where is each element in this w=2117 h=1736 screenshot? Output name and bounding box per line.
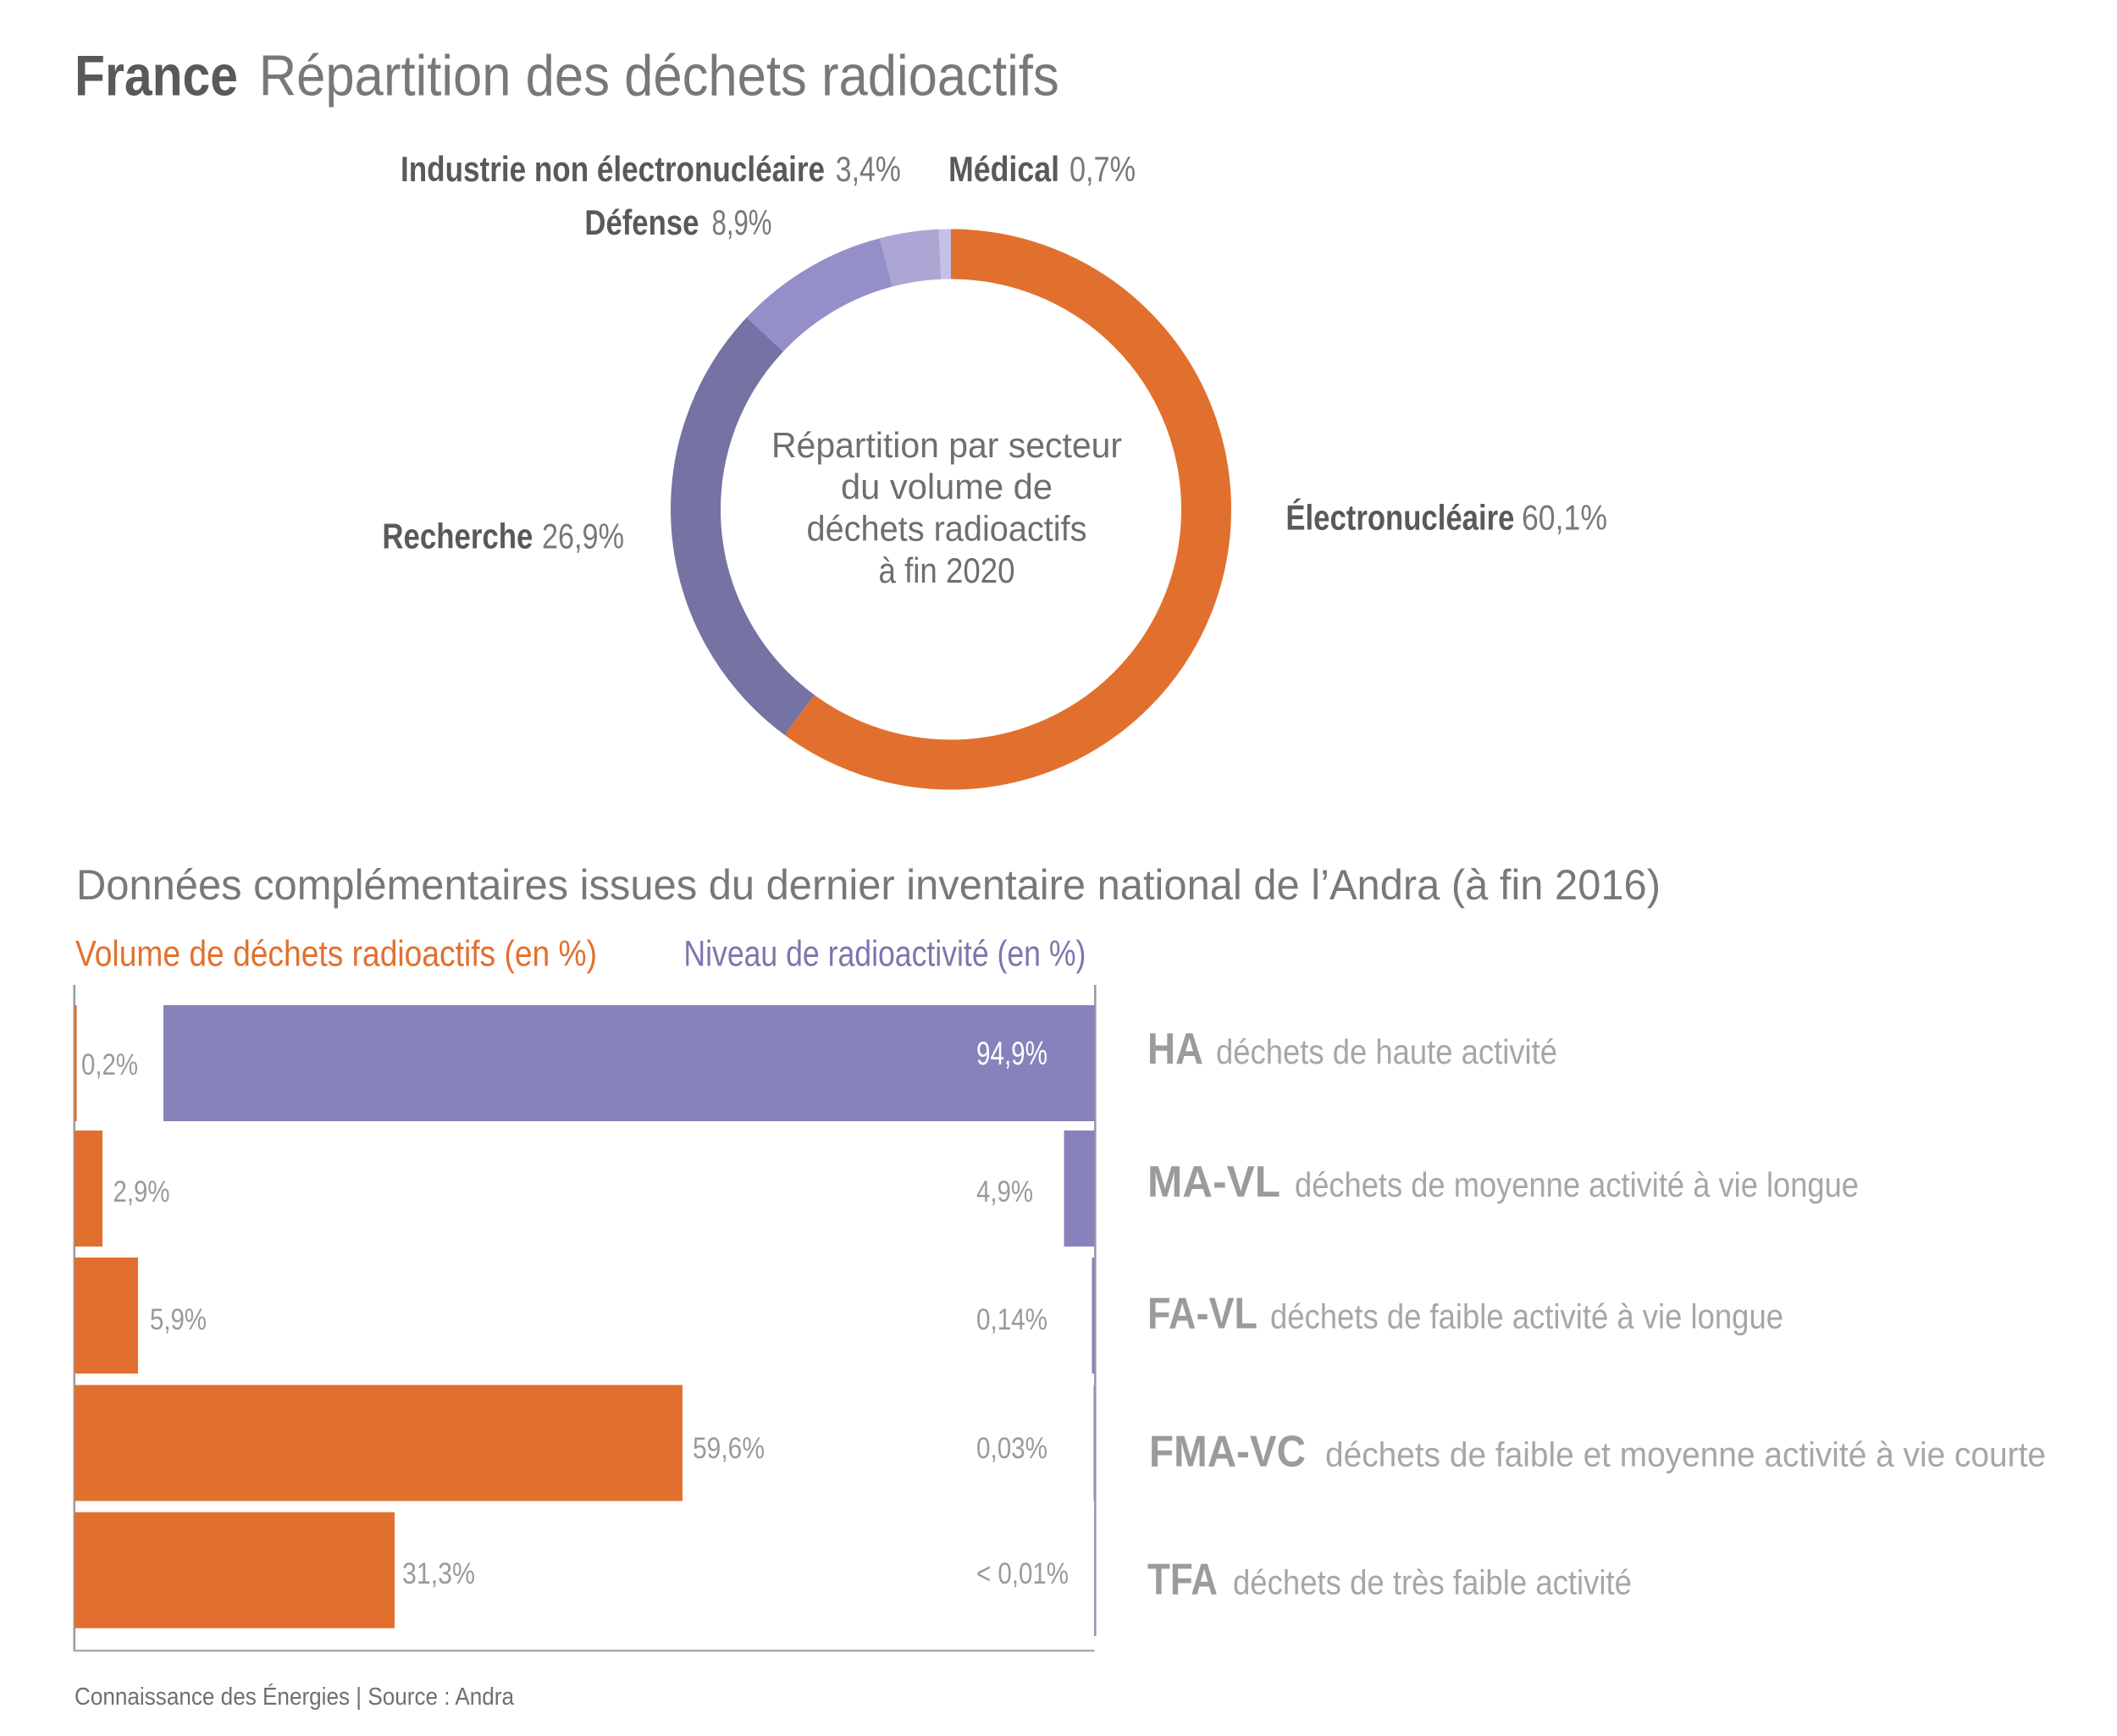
- svg-text:Niveau de radioactivité (en %): Niveau de radioactivité (en %): [683, 934, 1086, 975]
- svg-text:0,7%: 0,7%: [1070, 149, 1136, 189]
- svg-text:Connaissance des Énergies | So: Connaissance des Énergies | Source : And…: [75, 1683, 514, 1711]
- svg-text:FMA-VC: FMA-VC: [1149, 1428, 1306, 1477]
- svg-text:0,14%: 0,14%: [976, 1303, 1047, 1336]
- svg-text:France: France: [75, 44, 238, 108]
- svg-text:4,9%: 4,9%: [976, 1175, 1033, 1208]
- svg-text:8,9%: 8,9%: [712, 202, 772, 242]
- svg-text:Défense: Défense: [584, 202, 699, 242]
- svg-text:5,9%: 5,9%: [150, 1303, 207, 1336]
- svg-text:déchets de faible activité à v: déchets de faible activité à vie longue: [1270, 1297, 1783, 1336]
- svg-text:0,03%: 0,03%: [976, 1432, 1047, 1465]
- svg-text:Répartition par secteur: Répartition par secteur: [771, 425, 1122, 465]
- svg-text:à fin 2020: à fin 2020: [879, 550, 1015, 590]
- svg-text:Industrie non électronucléaire: Industrie non électronucléaire: [401, 149, 825, 189]
- svg-text:94,9%: 94,9%: [976, 1036, 1047, 1072]
- svg-text:0,2%: 0,2%: [81, 1048, 138, 1081]
- svg-text:FA-VL: FA-VL: [1147, 1290, 1257, 1339]
- svg-text:Électronucléaire: Électronucléaire: [1285, 497, 1514, 537]
- svg-text:MA-VL: MA-VL: [1147, 1158, 1280, 1207]
- svg-text:2,9%: 2,9%: [113, 1175, 170, 1208]
- svg-text:TFA: TFA: [1147, 1556, 1218, 1605]
- svg-text:déchets de moyenne activité à: déchets de moyenne activité à vie longue: [1295, 1165, 1859, 1204]
- svg-text:du volume de: du volume de: [841, 467, 1053, 506]
- svg-text:Données complémentaires issues: Données complémentaires issues du dernie…: [76, 861, 1661, 909]
- svg-text:60,1%: 60,1%: [1522, 497, 1607, 537]
- svg-text:Répartition des déchets radioa: Répartition des déchets radioactifs: [259, 44, 1059, 108]
- svg-text:déchets de haute activité: déchets de haute activité: [1216, 1032, 1557, 1071]
- svg-text:31,3%: 31,3%: [402, 1557, 475, 1590]
- svg-text:59,6%: 59,6%: [693, 1432, 765, 1465]
- svg-text:HA: HA: [1147, 1025, 1203, 1074]
- svg-text:26,9%: 26,9%: [542, 517, 624, 556]
- svg-text:Recherche: Recherche: [382, 517, 533, 556]
- svg-text:déchets radioactifs: déchets radioactifs: [807, 509, 1087, 549]
- svg-text:déchets de très faible activit: déchets de très faible activité: [1233, 1563, 1632, 1602]
- svg-text:< 0,01%: < 0,01%: [976, 1557, 1069, 1590]
- svg-text:3,4%: 3,4%: [836, 149, 901, 189]
- svg-text:déchets de faible et moyenne a: déchets de faible et moyenne activité à …: [1325, 1435, 2046, 1474]
- svg-text:Volume de déchets radioactifs: Volume de déchets radioactifs (en %): [75, 934, 597, 975]
- svg-text:Médical: Médical: [948, 149, 1059, 189]
